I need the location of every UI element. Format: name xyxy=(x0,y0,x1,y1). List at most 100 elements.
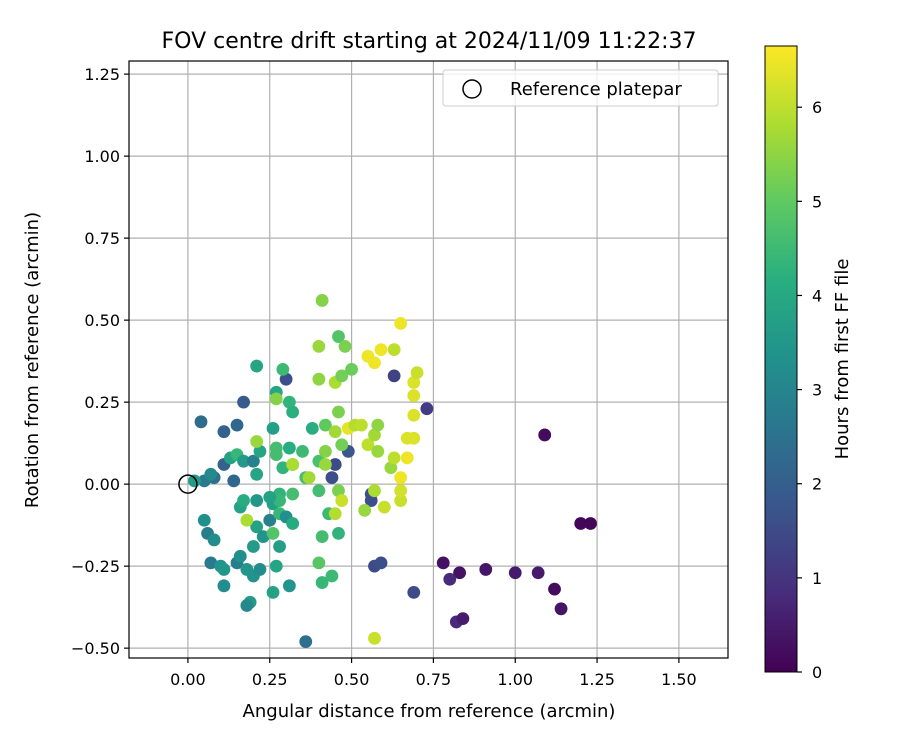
data-point xyxy=(312,556,326,570)
data-point xyxy=(548,582,561,596)
data-point xyxy=(315,576,329,589)
data-point xyxy=(286,487,300,501)
data-point xyxy=(246,540,260,553)
data-point xyxy=(335,438,349,452)
colorbar-label: Hours from first FF file xyxy=(832,259,853,460)
data-point xyxy=(374,343,388,357)
x-axis-ticks: 0.00 0.25 0.50 0.75 1.00 1.25 1.50 xyxy=(170,658,697,689)
data-point xyxy=(217,425,231,439)
data-point xyxy=(273,540,286,553)
data-point xyxy=(233,549,247,563)
data-point xyxy=(279,372,293,386)
data-point xyxy=(266,421,280,435)
data-point xyxy=(554,602,568,616)
data-point xyxy=(531,566,545,580)
data-point xyxy=(371,444,385,458)
data-point xyxy=(377,500,391,514)
data-point xyxy=(312,484,326,498)
data-point xyxy=(286,458,300,471)
data-point xyxy=(387,451,401,465)
y-tick-label: −0.50 xyxy=(71,639,120,658)
data-point xyxy=(250,494,264,507)
data-point xyxy=(237,454,250,468)
data-point xyxy=(410,366,424,380)
data-point xyxy=(345,362,358,376)
data-point xyxy=(188,474,201,488)
data-point xyxy=(479,563,493,576)
colorbar-ticks: 0 1 2 3 4 5 6 xyxy=(797,98,822,682)
data-point xyxy=(263,490,277,504)
x-tick-label: 0.75 xyxy=(416,670,452,689)
data-point xyxy=(253,563,267,576)
data-point xyxy=(207,533,221,547)
data-point xyxy=(328,458,342,471)
data-point xyxy=(407,389,421,402)
data-point xyxy=(282,579,296,593)
data-point xyxy=(276,461,290,475)
data-point xyxy=(315,294,329,307)
data-point xyxy=(296,444,309,458)
legend-marker-icon xyxy=(462,79,482,99)
data-point xyxy=(237,395,250,409)
data-point xyxy=(400,451,414,465)
data-points xyxy=(188,294,597,648)
x-tick-label: 0.00 xyxy=(170,670,206,689)
data-point xyxy=(387,369,401,383)
data-point xyxy=(299,635,313,648)
data-point xyxy=(305,421,319,435)
data-point xyxy=(420,402,434,416)
colorbar-tick-label: 6 xyxy=(812,98,822,117)
data-point xyxy=(387,343,401,357)
data-point xyxy=(338,339,352,353)
data-point xyxy=(371,418,385,432)
data-point xyxy=(217,579,231,593)
data-point xyxy=(332,330,345,343)
data-point xyxy=(318,418,332,432)
data-point xyxy=(407,376,421,389)
y-axis-label: Rotation from reference (arcmin) xyxy=(22,212,43,508)
data-point xyxy=(332,484,345,498)
y-tick-label: −0.25 xyxy=(71,557,120,576)
data-point xyxy=(538,428,552,442)
data-point xyxy=(227,474,241,488)
data-point xyxy=(217,563,231,576)
data-point xyxy=(269,559,283,573)
data-point xyxy=(256,530,270,544)
y-tick-label: 0.25 xyxy=(84,393,120,412)
data-point xyxy=(394,317,408,330)
colorbar-tick-label: 4 xyxy=(812,286,822,305)
data-point xyxy=(328,507,342,521)
data-point xyxy=(456,612,470,626)
data-point xyxy=(204,467,218,481)
x-tick-label: 1.50 xyxy=(661,670,697,689)
data-point xyxy=(250,520,264,534)
y-tick-label: 0.00 xyxy=(84,475,120,494)
data-point xyxy=(508,566,522,580)
data-point xyxy=(368,356,381,370)
data-point xyxy=(394,484,408,498)
data-point xyxy=(273,494,286,507)
data-point xyxy=(197,513,211,527)
data-point xyxy=(318,444,332,458)
data-point xyxy=(407,408,421,422)
data-point xyxy=(312,372,326,386)
y-tick-label: 1.25 xyxy=(84,65,120,84)
legend: Reference platepar xyxy=(442,69,719,107)
data-point xyxy=(325,471,339,484)
data-point xyxy=(332,405,345,419)
data-point xyxy=(240,513,254,527)
data-point xyxy=(194,415,208,429)
data-point xyxy=(250,359,264,373)
x-tick-label: 0.50 xyxy=(334,670,370,689)
data-point xyxy=(302,471,316,484)
x-tick-label: 0.25 xyxy=(252,670,288,689)
data-point xyxy=(204,556,218,570)
data-point xyxy=(436,556,450,570)
data-point xyxy=(335,494,349,507)
data-point xyxy=(269,448,283,462)
colorbar-tick-label: 0 xyxy=(812,663,822,682)
legend-label: Reference platepar xyxy=(510,79,682,100)
reference-marker xyxy=(178,474,198,494)
